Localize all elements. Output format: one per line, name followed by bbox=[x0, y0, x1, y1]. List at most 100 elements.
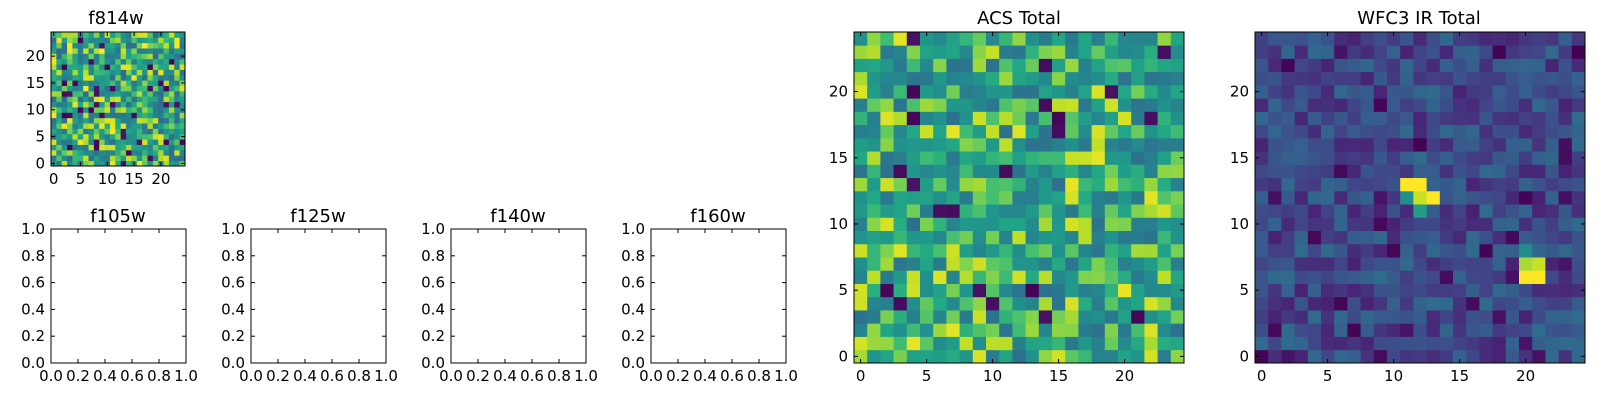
heatmap-cell bbox=[115, 85, 122, 92]
heatmap-cell bbox=[109, 85, 116, 92]
heatmap-cell bbox=[1387, 164, 1401, 179]
heatmap-cell bbox=[1505, 217, 1520, 231]
heatmap-cell bbox=[93, 123, 100, 129]
heatmap-cell bbox=[1170, 98, 1185, 112]
heatmap-cell bbox=[152, 80, 159, 86]
heatmap-cell bbox=[72, 58, 79, 65]
heatmap-cell bbox=[1334, 230, 1348, 245]
heatmap-cell bbox=[67, 85, 73, 92]
heatmap-cell bbox=[1131, 151, 1145, 165]
heatmap-cell bbox=[1492, 124, 1507, 139]
heatmap-cell bbox=[1347, 98, 1361, 112]
heatmap-cell bbox=[104, 128, 111, 135]
heatmap-cell bbox=[115, 32, 122, 38]
heatmap-cell bbox=[1104, 349, 1119, 364]
heatmap-cell bbox=[893, 151, 908, 165]
heatmap-cell bbox=[1321, 217, 1335, 231]
heatmap-cell bbox=[1532, 270, 1546, 284]
heatmap-cell bbox=[1439, 98, 1454, 112]
heatmap-cell bbox=[1373, 336, 1388, 351]
heatmap-cell bbox=[1294, 217, 1309, 231]
heatmap-cell bbox=[88, 117, 95, 124]
heatmap-cell bbox=[56, 42, 63, 49]
heatmap-cell bbox=[999, 323, 1013, 337]
heatmap-cell bbox=[1255, 217, 1269, 231]
heatmap-cell bbox=[1025, 230, 1040, 245]
heatmap-cell bbox=[1157, 58, 1172, 73]
heatmap-cell bbox=[1321, 310, 1335, 324]
heatmap-cell bbox=[1360, 204, 1375, 218]
heatmap-cell bbox=[880, 270, 894, 284]
heatmap-cell bbox=[93, 80, 100, 86]
heatmap-cell bbox=[1144, 58, 1158, 73]
heatmap-cell bbox=[1091, 230, 1106, 245]
heatmap-cell bbox=[1545, 84, 1559, 99]
heatmap-cell bbox=[1104, 58, 1119, 73]
heatmap-cell bbox=[104, 48, 111, 54]
heatmap-cell bbox=[854, 84, 868, 99]
heatmap-cell bbox=[1065, 336, 1079, 351]
heatmap-cell bbox=[142, 96, 148, 103]
heatmap-cell bbox=[920, 323, 934, 337]
heatmap-cell bbox=[906, 151, 921, 165]
heatmap-cell bbox=[959, 151, 974, 165]
heatmap-cell bbox=[99, 133, 105, 140]
heatmap-cell bbox=[1281, 45, 1295, 59]
heatmap-cell bbox=[1038, 323, 1053, 337]
heatmap-cell bbox=[1413, 151, 1427, 165]
heatmap-cell bbox=[1281, 270, 1295, 284]
x-tick-label: 0.8 bbox=[547, 367, 571, 385]
heatmap-cell bbox=[1012, 98, 1026, 112]
heatmap-cell bbox=[1479, 243, 1493, 258]
heatmap-cell bbox=[72, 53, 79, 60]
heatmap-cell bbox=[136, 139, 143, 145]
heatmap-cell bbox=[1268, 84, 1282, 99]
heatmap-cell bbox=[920, 84, 934, 99]
heatmap-cell bbox=[1373, 204, 1388, 218]
heatmap-cell bbox=[1321, 349, 1335, 364]
heatmap-cell bbox=[986, 310, 1000, 324]
heatmap-cell bbox=[1387, 137, 1401, 152]
heatmap-cell bbox=[93, 58, 100, 65]
heatmap-cell bbox=[142, 69, 148, 76]
heatmap-cell bbox=[179, 139, 186, 145]
heatmap-cell bbox=[1466, 243, 1480, 258]
heatmap-cell bbox=[61, 101, 68, 108]
heatmap-cell bbox=[1453, 243, 1467, 258]
heatmap-cell bbox=[893, 71, 908, 86]
heatmap-cell bbox=[1360, 296, 1375, 311]
heatmap-cell bbox=[1505, 45, 1520, 59]
heatmap-cell bbox=[1373, 151, 1388, 165]
heatmap-cell bbox=[920, 257, 934, 271]
heatmap-cell bbox=[867, 283, 881, 298]
heatmap-cell bbox=[1373, 243, 1388, 258]
heatmap-cell bbox=[1321, 137, 1335, 152]
heatmap-cell bbox=[115, 139, 122, 145]
heatmap-cell bbox=[1466, 336, 1480, 351]
heatmap-cell bbox=[999, 124, 1013, 139]
heatmap-cell bbox=[959, 190, 974, 205]
heatmap-cell bbox=[1373, 310, 1388, 324]
heatmap-cell bbox=[77, 123, 84, 129]
heatmap-cell bbox=[88, 149, 95, 156]
heatmap-cell bbox=[946, 230, 960, 245]
panel-title: f105w bbox=[90, 206, 145, 227]
heatmap-cell bbox=[168, 139, 175, 145]
heatmap-cell bbox=[1334, 111, 1348, 126]
heatmap-cell bbox=[959, 164, 974, 179]
heatmap-cell bbox=[906, 336, 921, 351]
heatmap-cell bbox=[920, 71, 934, 86]
heatmap-cell bbox=[986, 190, 1000, 205]
heatmap-cell bbox=[158, 48, 164, 54]
heatmap-cell bbox=[99, 64, 105, 70]
heatmap-cell bbox=[946, 71, 960, 86]
heatmap-cell bbox=[1321, 257, 1335, 271]
y-tick-label: 0.6 bbox=[21, 274, 45, 292]
heatmap-cell bbox=[1157, 323, 1172, 337]
heatmap-cell bbox=[854, 323, 868, 337]
heatmap-cell bbox=[1571, 217, 1586, 231]
heatmap-cell bbox=[1268, 190, 1282, 205]
heatmap-cell bbox=[1571, 243, 1586, 258]
heatmap-cell bbox=[1268, 323, 1282, 337]
heatmap-cell bbox=[61, 160, 68, 167]
